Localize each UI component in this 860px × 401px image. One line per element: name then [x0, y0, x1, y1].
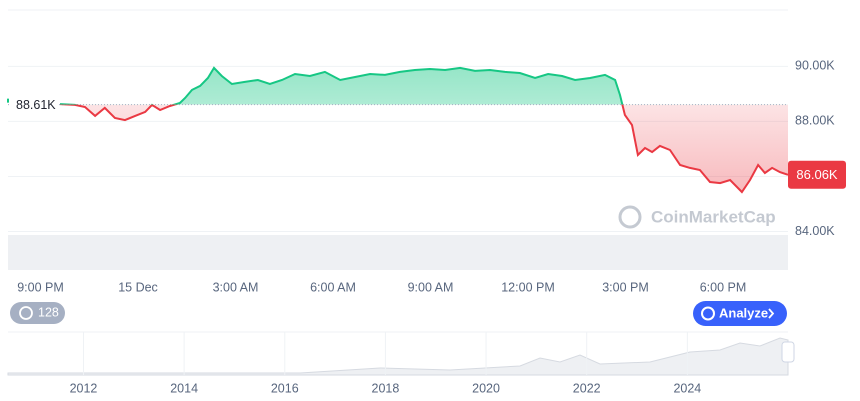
analyze-arrow: [768, 308, 775, 319]
watermark-text: CoinMarketCap: [651, 207, 776, 226]
x-tick-label: 15 Dec: [118, 280, 158, 294]
x-tick-label: 3:00 AM: [213, 280, 259, 294]
price-line-down: [59, 104, 789, 194]
badge-icon: [19, 306, 33, 320]
x-tick-label: 6:00 AM: [310, 280, 356, 294]
badge-text: 128: [38, 305, 59, 319]
navigator-tick-label: 2024: [673, 381, 701, 395]
analyze-icon: [701, 306, 715, 321]
x-tick-label: 3:00 PM: [602, 280, 649, 294]
navigator-handle[interactable]: [781, 341, 795, 363]
x-tick-label: 9:00 AM: [408, 280, 454, 294]
analyze-text: Analyze: [719, 305, 768, 320]
navigator-series: [7, 337, 789, 376]
baseline-label: 88.61K: [16, 98, 56, 112]
price-line-up: [59, 66, 624, 105]
navigator-tick-label: 2012: [70, 381, 98, 395]
volume-area: [8, 235, 788, 270]
analyze-button[interactable]: [693, 301, 787, 326]
watermark: CoinMarketCap: [618, 205, 776, 229]
navigator-tick-label: 2020: [472, 381, 500, 395]
y-tick-label: 90.00K: [795, 59, 835, 73]
navigator-tick-label: 2014: [170, 381, 198, 395]
navigator-tick-label: 2018: [372, 381, 400, 395]
x-tick-label: 9:00 PM: [17, 280, 64, 294]
baseline-label-bg: [9, 95, 59, 114]
y-tick-label: 84.00K: [795, 224, 835, 238]
area-up: [60, 67, 623, 105]
navigator-tick-label: 2016: [271, 381, 299, 395]
current-label: 86.06K: [796, 167, 838, 182]
x-tick-label: 6:00 PM: [700, 280, 747, 294]
area-down: [60, 104, 788, 192]
x-tick-label: 12:00 PM: [501, 280, 555, 294]
navigator-tick-label: 2022: [573, 381, 601, 395]
y-tick-label: 88.00K: [795, 114, 835, 128]
current-label-bg: [788, 160, 846, 189]
